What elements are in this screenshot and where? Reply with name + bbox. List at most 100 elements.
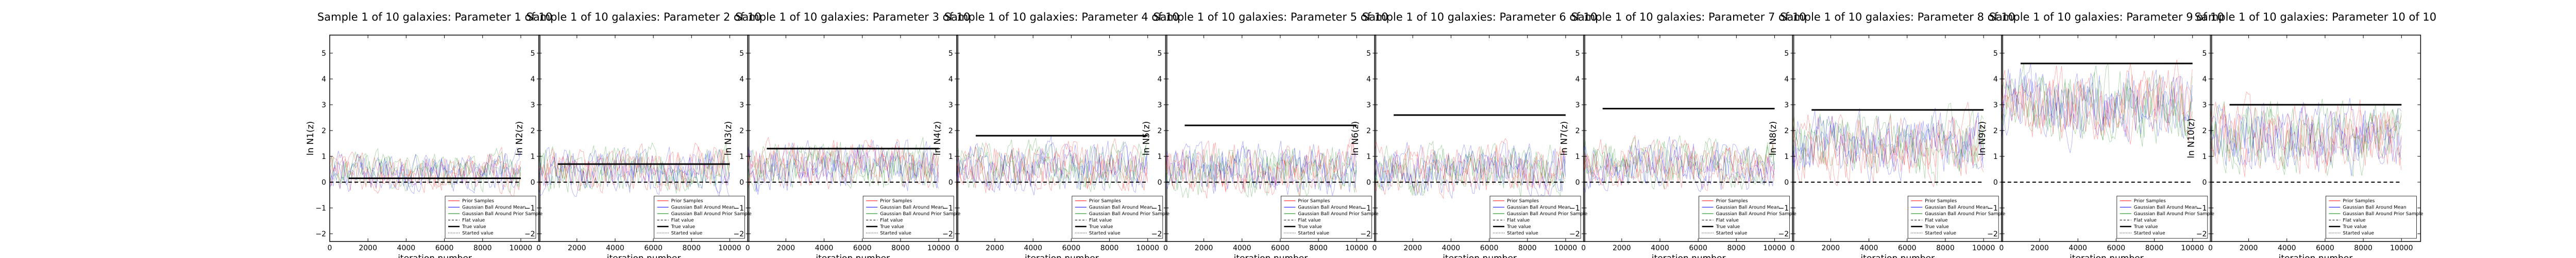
x-axis-label: iteration number [1443, 253, 1517, 258]
x-tick-label: 4000 [606, 244, 624, 252]
sample-ball-trace [538, 142, 730, 194]
mean-ball-trace [1165, 140, 1357, 195]
chain-traces [956, 136, 1148, 196]
x-tick-label: 2000 [1403, 244, 1422, 252]
legend-label: Prior Samples [462, 199, 494, 204]
x-tick-label: 6000 [1480, 244, 1499, 252]
x-tick-label: 4000 [815, 244, 834, 252]
plot-frame [1374, 35, 1585, 242]
sample-ball-trace [2001, 72, 2193, 147]
y-axis-label: ln N1(z) [306, 121, 316, 156]
x-tick-label: 4000 [1860, 244, 1878, 252]
panel-5: −2 −1 0 1 2 3 4 5 0 2000 4000 6000 8000 10000 Sample 1… [1141, 11, 1388, 258]
legend-label: Gaussian Ball Around Mean [2343, 205, 2406, 211]
legend-label: Started value [1089, 231, 1121, 236]
prior-samples-trace [1792, 102, 1984, 183]
mean-ball-trace [2210, 102, 2402, 176]
legend-label: Started value [1507, 231, 1538, 236]
y-axis-label: ln N2(z) [515, 121, 525, 156]
y-tick-label: 1 [531, 153, 535, 161]
x-tick-label: 10000 [718, 244, 741, 252]
y-tick-label: −1 [2196, 204, 2207, 213]
plot-frame [1792, 35, 2003, 242]
y-tick-label: −1 [1569, 204, 1580, 213]
legend-label: Started value [2134, 231, 2165, 236]
legend-label: Flat value [1089, 218, 1112, 223]
prior-samples-trace [1375, 138, 1566, 194]
y-tick-label: 2 [531, 127, 535, 135]
legend-box [445, 196, 536, 239]
y-tick-label: 3 [1784, 101, 1789, 109]
x-tick-label: 0 [2208, 244, 2213, 252]
sample-ball-trace [1583, 135, 1775, 189]
y-tick-label: −1 [734, 204, 744, 213]
mean-ball-trace [2001, 63, 2193, 140]
sample-ball-trace [330, 148, 521, 193]
prior-samples-trace [748, 139, 939, 184]
mean-ball-trace [1375, 142, 1566, 198]
x-tick-label: 4000 [1651, 244, 1669, 252]
y-tick-label: 3 [1575, 101, 1580, 109]
mean-ball-trace [956, 141, 1148, 196]
x-tick-label: 8000 [1518, 244, 1537, 252]
legend-label: Gaussian Ball Around Prior Sample [2343, 212, 2424, 217]
panel-title: Sample 1 of 10 galaxies: Parameter 9 of … [1989, 11, 2224, 23]
y-tick-label: 3 [739, 101, 744, 109]
panel-title: Sample 1 of 10 galaxies: Parameter 6 of … [1362, 11, 1597, 23]
legend-label: Started value [671, 231, 703, 236]
y-tick-label: 0 [1157, 179, 1162, 187]
panel-8: −2 −1 0 1 2 3 4 5 0 2000 4000 6000 8000 10000 Sample 1… [1768, 11, 2015, 258]
y-axis-label: ln N3(z) [723, 121, 734, 156]
sample-ball-trace [1375, 144, 1566, 197]
panel-6: −2 −1 0 1 2 3 4 5 0 2000 4000 6000 8000 10000 Sample 1… [1350, 11, 1597, 258]
legend-label: Gaussian Ball Around Prior Sample [880, 212, 961, 217]
sample-ball-trace [1375, 142, 1566, 197]
mean-ball-trace [1792, 112, 1984, 183]
plot-frame [1165, 35, 1377, 242]
x-tick-label: 8000 [473, 244, 492, 252]
legend-box [654, 196, 745, 239]
sample-ball-trace [748, 143, 939, 194]
y-tick-label: 5 [948, 50, 953, 58]
legend-label: Flat value [880, 218, 903, 223]
y-tick-label: 5 [1993, 50, 1998, 58]
y-tick-label: 4 [531, 75, 535, 84]
panel-title: Sample 1 of 10 galaxies: Parameter 7 of … [1571, 11, 1806, 23]
y-tick-label: 2 [1366, 127, 1371, 135]
legend-label: Flat value [1716, 218, 1739, 223]
y-tick-label: −2 [1360, 230, 1371, 238]
y-tick-label: 3 [1157, 101, 1162, 109]
legend-label: Prior Samples [2134, 199, 2166, 204]
x-tick-label: 0 [954, 244, 959, 252]
legend-label: True value [1089, 224, 1113, 230]
y-tick-label: 3 [1366, 101, 1371, 109]
y-tick-label: 0 [531, 179, 535, 187]
mean-ball-trace [1583, 136, 1775, 188]
sample-ball-trace [1792, 115, 1984, 179]
mean-ball-trace [1165, 141, 1357, 195]
y-tick-label: 2 [1157, 127, 1162, 135]
x-tick-label: 8000 [1309, 244, 1328, 252]
panel-9: −2 −1 0 1 2 3 4 5 0 2000 4000 6000 8000 10000 Sample 1… [1977, 11, 2224, 258]
sample-ball-trace [1165, 146, 1357, 198]
y-axis-label: ln N6(z) [1350, 121, 1361, 156]
legend-label: Prior Samples [1716, 199, 1748, 204]
legend-label: Gaussian Ball Around Mean [2134, 205, 2197, 211]
mean-ball-trace [1375, 145, 1566, 196]
legend-label: Flat value [1507, 218, 1530, 223]
y-tick-label: −2 [734, 230, 744, 238]
sample-ball-trace [2210, 100, 2402, 176]
mean-ball-trace [956, 142, 1148, 191]
prior-samples-trace [1165, 136, 1357, 199]
sample-ball-trace [1375, 141, 1566, 196]
panel-4: −2 −1 0 1 2 3 4 5 0 2000 4000 6000 8000 10000 Sample 1… [933, 11, 1179, 258]
legend-box [1907, 196, 1999, 239]
x-axis-label: iteration number [1234, 253, 1308, 258]
y-tick-label: 0 [739, 179, 744, 187]
x-tick-label: 6000 [853, 244, 872, 252]
sample-ball-trace [956, 142, 1148, 192]
y-tick-label: 3 [948, 101, 953, 109]
